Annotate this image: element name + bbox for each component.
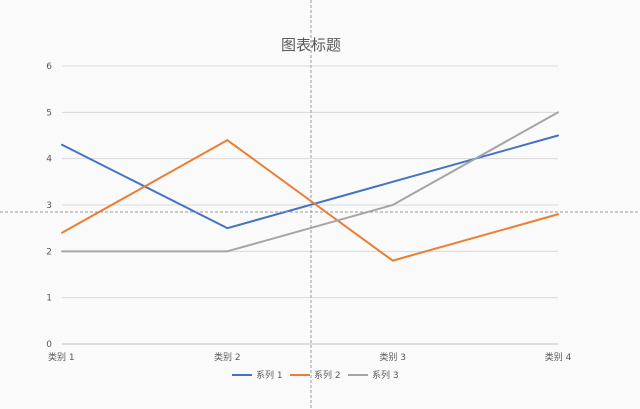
y-tick-label: 3 (46, 201, 52, 211)
x-axis-ticks: 类别 1 类别 2 类别 3 类别 4 (48, 351, 572, 363)
y-tick-label: 5 (46, 108, 52, 118)
x-tick-label: 类别 4 (545, 351, 572, 363)
y-tick-label: 0 (46, 340, 52, 350)
y-axis-ticks: 0 1 2 3 4 5 6 (46, 62, 52, 350)
x-tick-label: 类别 2 (214, 351, 241, 363)
y-tick-label: 2 (46, 247, 52, 257)
legend-label: 系列 3 (372, 369, 399, 381)
legend-label: 系列 2 (314, 369, 341, 381)
legend-entry: 系列 3 (348, 369, 399, 381)
legend: 系列 1 系列 2 系列 3 (232, 369, 399, 381)
x-tick-label: 类别 3 (379, 351, 406, 363)
y-tick-label: 1 (46, 294, 52, 304)
chart-title: 图表标题 (281, 36, 341, 54)
series-line-3 (61, 111, 559, 253)
series-line-2 (61, 139, 559, 262)
legend-entry: 系列 2 (290, 369, 341, 381)
x-tick-label: 类别 1 (48, 351, 75, 363)
legend-label: 系列 1 (256, 369, 283, 381)
y-tick-label: 4 (46, 155, 52, 165)
series-lines (61, 111, 559, 262)
y-tick-label: 6 (46, 62, 52, 72)
legend-entry: 系列 1 (232, 369, 283, 381)
series-line-1 (61, 134, 559, 230)
